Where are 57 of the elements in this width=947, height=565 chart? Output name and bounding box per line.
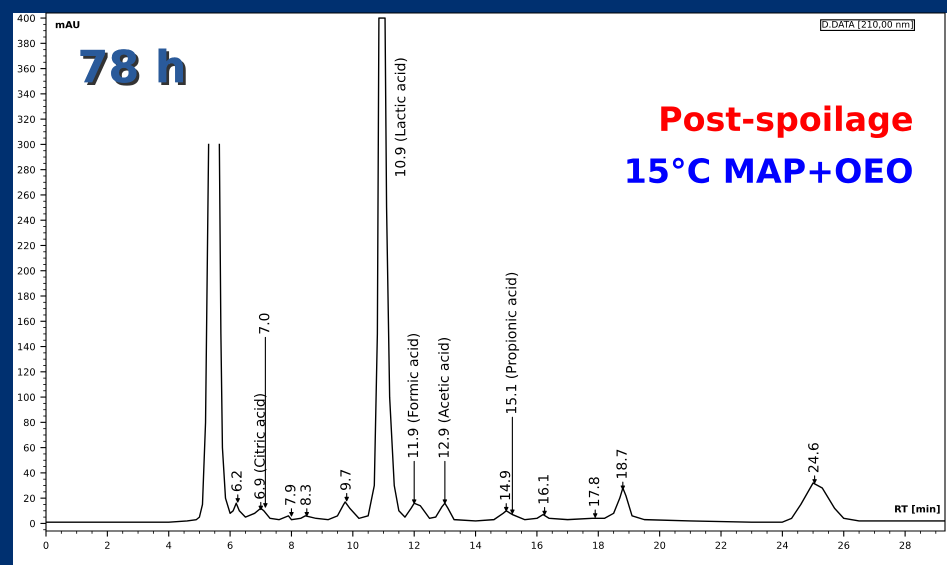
annotation: 16.1 bbox=[538, 475, 549, 504]
x-tick-label: 2 bbox=[104, 542, 110, 549]
x-axis-title: RT [min] bbox=[895, 505, 940, 514]
annotation: 7.0 bbox=[258, 313, 270, 334]
y-tick-label: 0 bbox=[30, 520, 35, 528]
x-tick-label: 22 bbox=[716, 542, 726, 549]
x-tick-label: 6 bbox=[228, 542, 233, 549]
y-tick-label: 340 bbox=[18, 90, 35, 98]
annotation: Post-spoilage bbox=[661, 106, 912, 138]
annotation: 6.2 bbox=[231, 471, 242, 492]
y-tick-label: 140 bbox=[18, 343, 35, 350]
y-tick-label: 40 bbox=[24, 469, 35, 477]
y-tick-label: 160 bbox=[18, 318, 35, 326]
annotation: 14.9 bbox=[500, 470, 510, 500]
x-tick-label: 0 bbox=[44, 542, 48, 549]
y-tick-label: 80 bbox=[24, 418, 35, 426]
annotation: 11.9 (Formic acid) bbox=[407, 334, 420, 458]
y-tick-label: 180 bbox=[18, 292, 35, 300]
y-tick-label: 20 bbox=[24, 494, 35, 502]
x-tick-label: 24 bbox=[776, 542, 788, 549]
annotation: D.DATA [210,00 nm] bbox=[822, 20, 913, 29]
x-tick-label: 4 bbox=[166, 542, 172, 549]
x-tick-label: 28 bbox=[900, 542, 911, 549]
y-tick-label: 380 bbox=[18, 40, 35, 48]
annotation: 9.7 bbox=[340, 470, 351, 490]
annotation: 78 h bbox=[80, 48, 186, 86]
annotation: 6.9 (Citric acid) bbox=[254, 394, 266, 499]
y-tick-label: 360 bbox=[18, 65, 35, 72]
x-tick-label: 18 bbox=[593, 542, 604, 549]
y-tick-label: 200 bbox=[18, 267, 35, 275]
y-tick-label: 60 bbox=[24, 444, 35, 452]
annotation: 8.3 bbox=[300, 485, 311, 506]
annotation: 12.9 (Acetic acid) bbox=[438, 338, 451, 458]
x-tick-label: 14 bbox=[470, 542, 482, 549]
annotation: 15°C MAP+OEO bbox=[627, 158, 912, 184]
annotation: 7.9 bbox=[284, 484, 296, 505]
annotation: 10.9 (Lactic acid) bbox=[394, 58, 408, 176]
annotation: 17.8 bbox=[588, 477, 600, 506]
y-tick-label: 300 bbox=[18, 140, 35, 148]
x-tick-label: 20 bbox=[654, 542, 666, 549]
x-tick-label: 8 bbox=[289, 542, 294, 549]
y-axis-title: mAU bbox=[56, 21, 80, 28]
annotation: 15.1 (Propionic acid) bbox=[506, 272, 520, 414]
y-tick-label: 280 bbox=[18, 166, 35, 174]
y-tick-label: 240 bbox=[18, 216, 35, 224]
y-tick-label: 220 bbox=[18, 242, 35, 250]
y-tick-label: 260 bbox=[18, 191, 35, 199]
y-tick-label: 120 bbox=[18, 368, 35, 376]
y-tick-label: 400 bbox=[18, 14, 35, 22]
x-tick-label: 12 bbox=[409, 542, 420, 549]
annotation: 24.6 bbox=[808, 443, 819, 472]
x-tick-label: 26 bbox=[838, 542, 850, 549]
x-tick-label: 10 bbox=[348, 542, 358, 549]
y-tick-label: 320 bbox=[18, 116, 35, 123]
annotation: 18.7 bbox=[616, 450, 627, 478]
x-tick-label: 16 bbox=[532, 542, 542, 549]
y-tick-label: 100 bbox=[18, 394, 35, 401]
